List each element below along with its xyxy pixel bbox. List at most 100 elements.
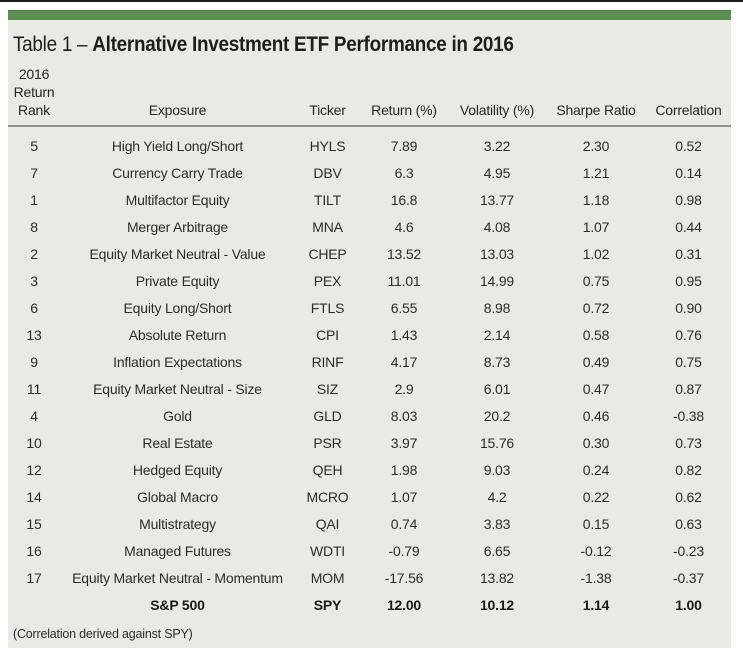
cell-volatility: 8.73 [483,353,511,370]
cell-sharpe: 1.02 [582,245,610,262]
cell-correlation: 0.62 [675,488,702,505]
col-header-exposure: Exposure [60,65,295,127]
cell-sharpe: 0.15 [582,515,610,532]
cell-ticker: CPI [316,326,339,343]
cell-rank: 1 [30,191,38,208]
cell-ticker: GLD [313,407,342,424]
col-header-volatility: Volatility (%) [448,65,546,127]
rank-header-line-1: 2016 [18,66,50,82]
col-header-rank: 2016 Return Rank [8,65,60,127]
cell-exposure: Equity Market Neutral - Value [89,245,266,262]
header-row: 2016 Return Rank Exposure Ticker Return … [8,65,731,127]
table-row: 9 Inflation Expectations RINF 4.17 8.73 0.49 0… [8,349,731,376]
cell-return: 1.07 [390,488,418,505]
cell-sharpe: 0.72 [582,299,610,316]
cell-rank: 6 [30,299,38,316]
cell-return: 4.6 [394,218,414,235]
cell-return: 16.8 [390,191,418,208]
cell-correlation: 0.76 [675,326,702,343]
cell-return: 0.74 [390,515,418,532]
table-row: 3 Private Equity PEX 11.01 14.99 0.75 0.95 [8,268,731,295]
cell-return: 11.01 [387,272,421,289]
cell-return: 4.17 [390,353,418,370]
cell-exposure: Currency Carry Trade [112,164,243,181]
footnote: (Correlation derived against SPY) [13,626,193,641]
cell-return: 6.3 [394,164,414,181]
table-panel: Table 1 – Alternative Investment ETF Per… [8,10,731,648]
table-row: 17 Equity Market Neutral - Momentum MOM -17… [8,565,731,592]
etf-performance-table: 2016 Return Rank Exposure Ticker Return … [8,65,731,619]
summary-row: S&P 500 SPY 12.00 10.12 1.14 1.00 [8,592,731,619]
cell-exposure: Equity Long/Short [123,299,232,316]
table-row: 4 Gold GLD 8.03 20.2 0.46 -0.38 [8,403,731,430]
cell-correlation: -0.23 [673,542,704,559]
cell-volatility: 14.99 [479,272,515,289]
cell-sharpe: -0.12 [580,542,612,559]
col-header-sharpe: Sharpe Ratio [546,65,646,127]
table-title-text: Alternative Investment ETF Performance i… [92,33,514,56]
cell-ticker: HYLS [309,137,346,154]
table-row: 7 Currency Carry Trade DBV 6.3 4.95 1.21 0.14 [8,160,731,187]
table-row: 11 Equity Market Neutral - Size SIZ 2.9 6.01… [8,376,731,403]
cell-ticker: TILT [314,191,341,208]
cell-correlation: 0.87 [675,380,702,397]
cell-return: 6.55 [390,299,418,316]
table-number-label: Table 1 – [13,33,93,56]
cell-sharpe: 1.07 [582,218,610,235]
cell-exposure: S&P 500 [150,596,205,613]
table-row: 2 Equity Market Neutral - Value CHEP 13.52 1… [8,241,731,268]
cell-ticker: CHEP [308,245,347,262]
cell-exposure: Equity Market Neutral - Size [93,380,262,397]
cell-rank: 9 [30,353,38,370]
cell-rank: 14 [26,488,42,505]
cell-return: -17.56 [384,569,424,586]
table-panel-body: Table 1 – Alternative Investment ETF Per… [8,20,731,648]
cell-ticker: WDTI [310,542,345,559]
cell-sharpe: -1.38 [580,569,612,586]
cell-exposure: Merger Arbitrage [126,218,229,235]
cell-rank: 7 [30,164,38,181]
col-header-ticker: Ticker [295,65,360,127]
cell-exposure: Equity Market Neutral - Momentum [72,569,283,586]
cell-ticker: FTLS [310,299,345,316]
col-header-return: Return (%) [360,65,448,127]
cell-exposure: Global Macro [137,488,218,505]
cell-volatility: 3.22 [483,137,511,154]
cell-rank: 11 [26,380,42,397]
table-row: 12 Hedged Equity QEH 1.98 9.03 0.24 0.82 [8,457,731,484]
cell-rank: 13 [26,326,42,343]
cell-sharpe: 0.30 [582,434,610,451]
cell-ticker: PSR [313,434,342,451]
table-row: 14 Global Macro MCRO 1.07 4.2 0.22 0.62 [8,484,731,511]
cell-correlation: 0.98 [675,191,702,208]
cell-ticker: QEH [312,461,343,478]
cell-rank: 15 [26,515,42,532]
cell-sharpe: 0.24 [582,461,610,478]
cell-correlation: 0.90 [675,299,702,316]
cell-return: 13.52 [386,245,422,262]
cell-volatility: 4.95 [483,164,511,181]
cell-rank: 16 [26,542,42,559]
cell-correlation: 0.52 [675,137,702,154]
cell-volatility: 4.08 [483,218,511,235]
cell-sharpe: 1.21 [582,164,610,181]
cell-rank: 10 [26,434,42,451]
cell-exposure: Hedged Equity [132,461,223,478]
cell-sharpe: 0.46 [582,407,610,424]
cell-exposure: Managed Futures [124,542,231,559]
cell-rank: 3 [30,272,38,289]
green-accent-bar [8,10,731,20]
table-row: 15 Multistrategy QAI 0.74 3.83 0.15 0.63 [8,511,731,538]
cell-ticker: QAI [315,515,340,532]
cell-rank: 2 [30,245,38,262]
cell-return: 3.97 [390,434,418,451]
table-row: 10 Real Estate PSR 3.97 15.76 0.30 0.73 [8,430,731,457]
cell-volatility: 13.82 [479,569,515,586]
cell-exposure: Multifactor Equity [125,191,230,208]
cell-sharpe: 2.30 [582,137,610,154]
cell-exposure: Absolute Return [128,326,227,343]
cell-correlation: 0.82 [675,461,702,478]
table-row: 16 Managed Futures WDTI -0.79 6.65 -0.12 -0.23 [8,538,731,565]
cell-volatility: 13.77 [479,191,515,208]
table-body: 5 High Yield Long/Short HYLS 7.89 3.22 2.30 0.… [8,126,731,619]
